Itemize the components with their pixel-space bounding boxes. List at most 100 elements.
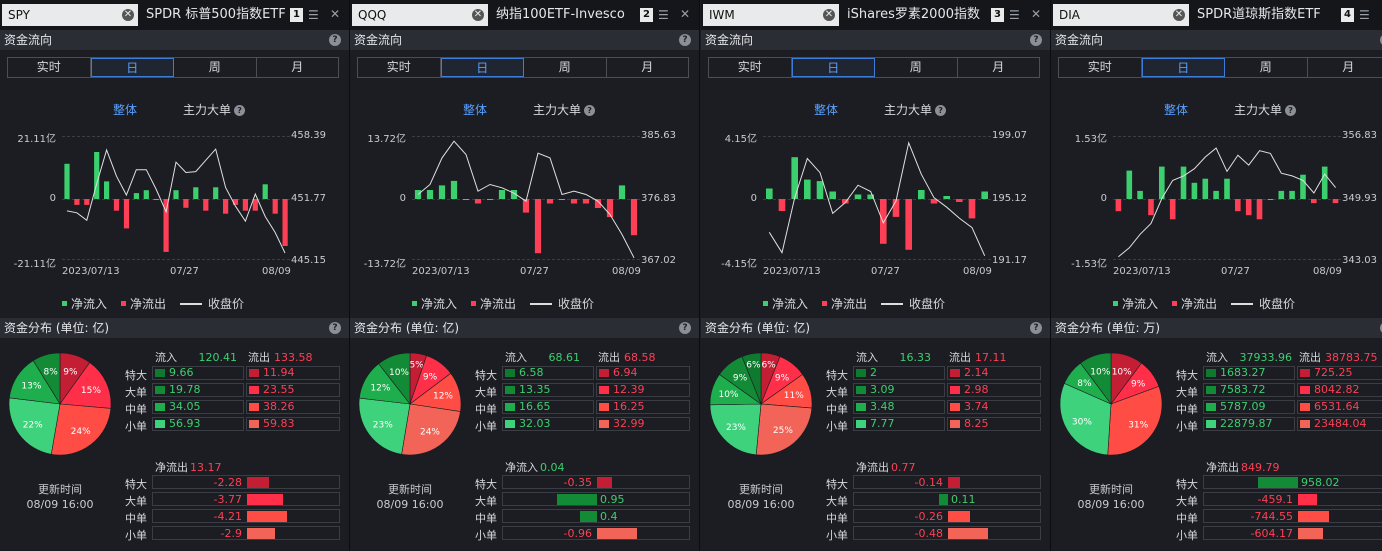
update-time-block: 更新时间 08/09 16:00	[362, 482, 458, 512]
settings-sliders-icon[interactable]: ☰	[1009, 8, 1020, 22]
flow-bar	[534, 199, 542, 254]
tab-realtime[interactable]: 实时	[8, 58, 91, 77]
tab-month[interactable]: 月	[641, 60, 654, 74]
tab-month[interactable]: 月	[1342, 60, 1355, 74]
zero-line	[763, 199, 991, 200]
outflow-total-value: 133.58	[274, 351, 313, 364]
main-force-toggle[interactable]: 主力大单?	[533, 101, 596, 118]
pie-slice-label: 10%	[718, 390, 738, 400]
help-icon[interactable]: ?	[1285, 105, 1297, 116]
period-tabs: 实时日周 月	[357, 57, 689, 78]
ticker-input[interactable]: SPY ✕	[2, 4, 138, 26]
flow-section-header: 资金流向?	[0, 30, 349, 50]
outflow-total-value: 38783.75	[1325, 351, 1378, 364]
zero-line	[62, 199, 290, 200]
inflow-value: 16.65	[519, 400, 551, 413]
flow-bar	[1311, 199, 1317, 204]
overall-toggle[interactable]: 整体	[1164, 103, 1189, 117]
pie-slice-label: 6%	[761, 361, 776, 371]
settings-sliders-icon[interactable]: ☰	[1359, 8, 1370, 22]
close-panel-icon[interactable]: ✕	[680, 7, 691, 21]
main-force-toggle[interactable]: 主力大单?	[1234, 101, 1297, 118]
tab-month[interactable]: 月	[291, 60, 304, 74]
outflow-cell: 725.25	[1297, 366, 1382, 380]
net-flow-value: -4.21	[213, 510, 242, 523]
flow-bar	[594, 199, 602, 208]
ticker-input[interactable]: QQQ ✕	[352, 4, 488, 26]
overall-toggle[interactable]: 整体	[814, 103, 839, 117]
date-label: 2023/07/13	[62, 266, 120, 277]
inflow-total-value: 120.41	[198, 351, 238, 364]
outflow-bar	[1300, 420, 1310, 428]
tab-day[interactable]: 日	[90, 58, 174, 77]
net-flow-row: -0.48	[853, 526, 1041, 540]
tab-week[interactable]: 周	[524, 58, 607, 77]
tab-realtime[interactable]: 实时	[1059, 58, 1142, 77]
help-icon[interactable]: ?	[935, 105, 947, 116]
ticker-input[interactable]: DIA ✕	[1053, 4, 1189, 26]
tab-week[interactable]: 周	[1225, 58, 1308, 77]
main-force-toggle[interactable]: 主力大单?	[884, 101, 947, 118]
tab-day[interactable]: 日	[791, 58, 875, 77]
clear-ticker-icon[interactable]: ✕	[1173, 9, 1185, 21]
outflow-swatch	[121, 301, 127, 306]
net-flow-bar	[247, 477, 269, 488]
flow-bar	[498, 190, 506, 199]
clear-ticker-icon[interactable]: ✕	[823, 9, 835, 21]
net-flow-row: -2.9	[152, 526, 340, 540]
tab-week[interactable]: 周	[174, 58, 257, 77]
panel-header: DIA ✕ SPDR道琼斯指数ETF 4 ☰ ✕	[1051, 0, 1382, 30]
tab-realtime[interactable]: 实时	[709, 58, 792, 77]
tab-month[interactable]: 月	[992, 60, 1005, 74]
inflow-total-label: 流入	[1206, 351, 1228, 364]
clear-ticker-icon[interactable]: ✕	[122, 9, 134, 21]
help-icon[interactable]: ?	[329, 322, 341, 334]
help-icon[interactable]: ?	[679, 34, 691, 46]
flow-bar	[1148, 199, 1154, 216]
flow-bar	[242, 199, 248, 211]
main-force-toggle[interactable]: 主力大单?	[183, 101, 246, 118]
ticker-input[interactable]: IWM ✕	[703, 4, 839, 26]
period-tabs: 实时日周 月	[7, 57, 339, 78]
close-panel-icon[interactable]: ✕	[1031, 7, 1042, 21]
link-group-badge[interactable]: 2	[640, 8, 653, 22]
help-icon[interactable]: ?	[329, 34, 341, 46]
close-line-swatch	[1231, 303, 1254, 305]
help-icon[interactable]: ?	[1380, 34, 1382, 46]
overall-toggle[interactable]: 整体	[463, 103, 488, 117]
flow-bar	[816, 181, 824, 199]
help-icon[interactable]: ?	[234, 105, 246, 116]
tab-day[interactable]: 日	[440, 58, 524, 77]
outflow-cell: 12.39	[596, 383, 690, 397]
flow-bar	[282, 199, 288, 246]
pie-slice-label: 5%	[409, 361, 424, 371]
outflow-cell: 8.25	[947, 417, 1041, 431]
tab-realtime[interactable]: 实时	[358, 58, 441, 77]
pie-slice-label: 31%	[1128, 420, 1148, 430]
help-icon[interactable]: ?	[1380, 322, 1382, 334]
flow-bar	[1169, 199, 1176, 220]
link-group-badge[interactable]: 1	[290, 8, 303, 22]
pie-slice-label: 12%	[370, 383, 390, 393]
link-group-badge[interactable]: 3	[991, 8, 1004, 22]
help-icon[interactable]: ?	[679, 322, 691, 334]
help-icon[interactable]: ?	[584, 105, 596, 116]
settings-sliders-icon[interactable]: ☰	[308, 8, 319, 22]
tab-day[interactable]: 日	[1141, 58, 1225, 77]
settings-sliders-icon[interactable]: ☰	[658, 8, 669, 22]
close-panel-icon[interactable]: ✕	[330, 7, 341, 21]
outflow-value: 38.26	[263, 400, 295, 413]
row-label: 特大	[826, 478, 848, 491]
outflow-bar	[950, 420, 960, 428]
pie-slice-label: 9%	[775, 373, 790, 383]
link-group-badge[interactable]: 4	[1341, 8, 1354, 22]
tab-week[interactable]: 周	[875, 58, 958, 77]
clear-ticker-icon[interactable]: ✕	[472, 9, 484, 21]
inflow-value: 22879.87	[1220, 417, 1273, 430]
overall-toggle[interactable]: 整体	[113, 103, 138, 117]
inflow-cell: 56.93	[152, 417, 244, 431]
net-flow-label: 净流出	[155, 461, 188, 474]
help-icon[interactable]: ?	[1030, 34, 1042, 46]
help-icon[interactable]: ?	[1030, 322, 1042, 334]
panel-header: SPY ✕ SPDR 标普500指数ETF 1 ☰ ✕	[0, 0, 349, 30]
